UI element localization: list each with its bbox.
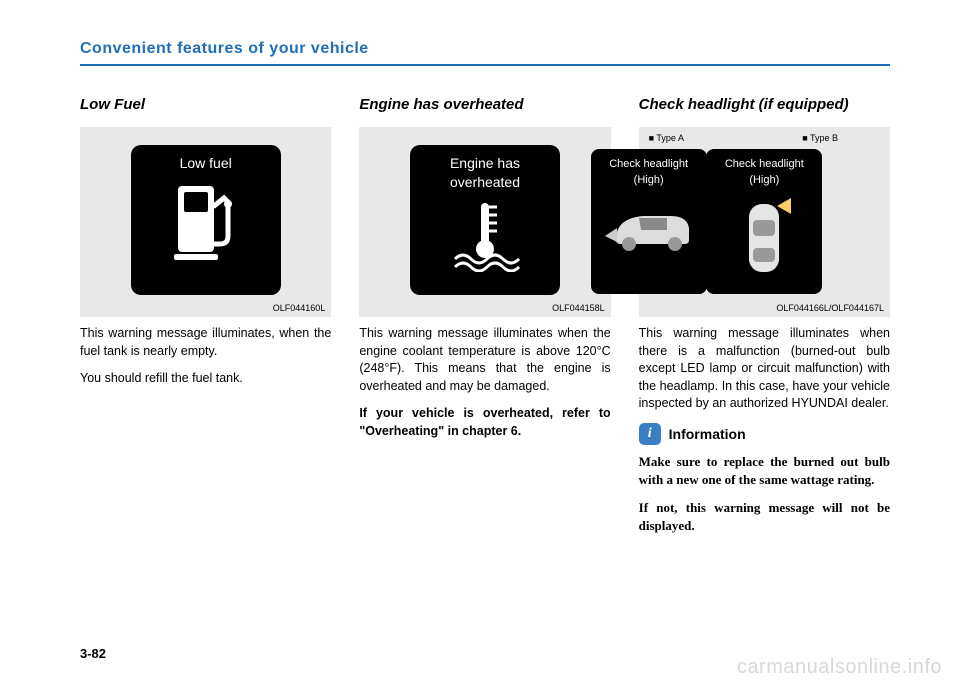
car-top-icon bbox=[729, 192, 799, 282]
dash-screen: Engine has overheated bbox=[410, 145, 560, 295]
page-number: 3-82 bbox=[80, 646, 106, 661]
dash-screen-type-a: Check headlight (High) bbox=[591, 149, 707, 294]
screen-text: (High) bbox=[749, 173, 779, 187]
col-heading: Check headlight (if equipped) bbox=[639, 96, 890, 113]
info-icon: i bbox=[639, 423, 661, 445]
info-label: Information bbox=[669, 426, 746, 442]
column-low-fuel: Low Fuel Low fuel OLF044160L This warnin… bbox=[80, 96, 331, 545]
body-para: This warning message illuminates when th… bbox=[359, 325, 610, 395]
info-para: Make sure to replace the burned out bulb… bbox=[639, 453, 890, 489]
screen-text: (High) bbox=[634, 173, 664, 187]
figure-code: OLF044158L bbox=[552, 303, 605, 313]
dash-screen-type-b: Check headlight (High) bbox=[706, 149, 822, 294]
info-para: If not, this warning message will not be… bbox=[639, 499, 890, 535]
col-heading: Low Fuel bbox=[80, 96, 331, 113]
manual-page: Convenient features of your vehicle Low … bbox=[80, 40, 890, 545]
col-heading: Engine has overheated bbox=[359, 96, 610, 113]
figure-check-headlight: ■ Type A ■ Type B Check headlight (High)… bbox=[639, 127, 890, 317]
figure-code: OLF044160L bbox=[273, 303, 326, 313]
section-header: Convenient features of your vehicle bbox=[80, 40, 890, 62]
dash-screen: Low fuel bbox=[131, 145, 281, 295]
screen-text: Check headlight bbox=[725, 157, 804, 171]
screen-text: Check headlight bbox=[609, 157, 688, 171]
header-rule bbox=[80, 64, 890, 66]
screen-text: Low fuel bbox=[180, 155, 232, 172]
type-a-label: ■ Type A bbox=[649, 133, 684, 143]
car-side-icon bbox=[599, 192, 699, 262]
body-para: You should refill the fuel tank. bbox=[80, 370, 331, 388]
watermark: carmanualsonline.info bbox=[737, 656, 942, 679]
information-header: i Information bbox=[639, 423, 890, 445]
body-para: This warning message illuminates, when t… bbox=[80, 325, 331, 360]
figure-engine-overheated: Engine has overheated OLF044158L bbox=[359, 127, 610, 317]
column-check-headlight: Check headlight (if equipped) ■ Type A ■… bbox=[639, 96, 890, 545]
figure-low-fuel: Low fuel OLF044160L bbox=[80, 127, 331, 317]
screen-text: overheated bbox=[450, 174, 520, 191]
screen-text: Engine has bbox=[450, 155, 520, 172]
content-columns: Low Fuel Low fuel OLF044160L This warnin… bbox=[80, 96, 890, 545]
column-engine-overheated: Engine has overheated Engine has overhea… bbox=[359, 96, 610, 545]
engine-temp-icon bbox=[445, 197, 525, 272]
fuel-pump-icon bbox=[166, 178, 246, 268]
body-para: This warning message illuminates when th… bbox=[639, 325, 890, 413]
type-b-label: ■ Type B bbox=[802, 133, 838, 143]
figure-code: OLF044166L/OLF044167L bbox=[776, 303, 884, 313]
body-para-bold: If your vehicle is overheated, refer to … bbox=[359, 405, 610, 440]
